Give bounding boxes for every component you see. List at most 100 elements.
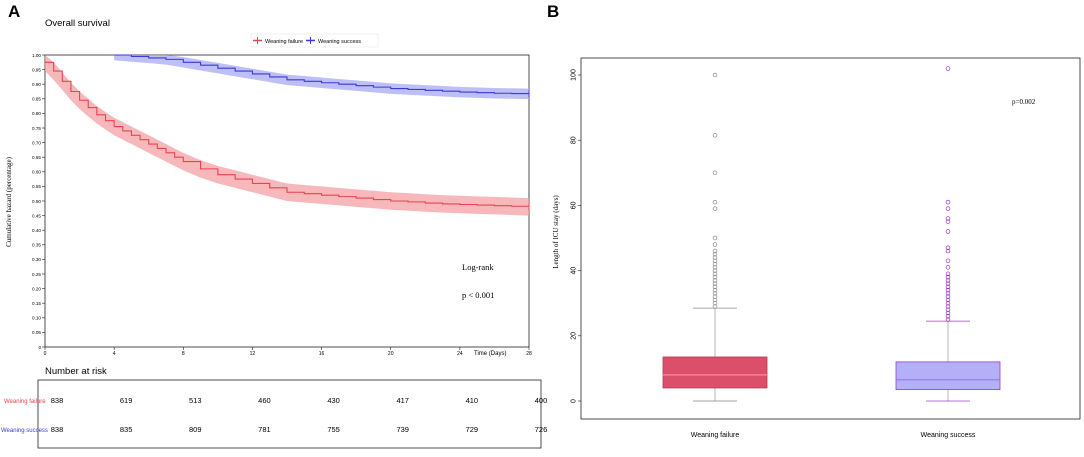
boxplot-outlier-failure: [712, 206, 718, 211]
boxplot-outlier-failure: [712, 284, 718, 290]
boxplot-y-tick-label: 40: [571, 267, 578, 275]
risk-table-cell: 417: [396, 396, 409, 405]
survival-x-tick-label: 12: [250, 351, 256, 357]
boxplot-outlier-failure: [712, 304, 718, 309]
survival-y-tick-label: 0.50: [32, 199, 41, 204]
risk-table-cell: 809: [189, 425, 202, 434]
boxplot-box-success: [895, 361, 1001, 390]
boxplot-outlier-success: [945, 245, 951, 251]
survival-x-tick-label: 0: [44, 351, 47, 357]
risk-table-cell: 739: [396, 425, 409, 434]
survival-y-tick-label: 1.00: [32, 53, 41, 58]
survival-curve-success: [114, 54, 530, 95]
boxplot-outlier-failure: [712, 297, 718, 303]
legend-label-success: Weaning success: [318, 39, 361, 45]
survival-y-tick-label: 0.90: [32, 82, 41, 87]
risk-table-cell: 430: [327, 396, 340, 405]
survival-x-tick-label: 8: [182, 351, 185, 357]
boxplot-outlier-failure: [712, 281, 718, 286]
survival-y-tick-label: 0.40: [32, 228, 41, 233]
boxplot-outlier-success: [945, 317, 951, 322]
boxplot-outlier-failure: [712, 258, 718, 264]
survival-y-tick-label: 0.60: [32, 170, 41, 175]
survival-y-tick-label: 0.45: [32, 213, 41, 218]
boxplot-y-tick-label: 60: [571, 201, 578, 209]
boxplot-outlier-success: [945, 287, 951, 293]
boxplot-outlier-failure: [712, 265, 718, 270]
survival-y-tick-label: 0: [38, 345, 41, 350]
risk-row-label-failure: Weaning failure: [4, 399, 46, 405]
boxplot-outlier-failure: [712, 242, 718, 247]
survival-ci-band-failure: [45, 55, 529, 216]
boxplot-outlier-success: [945, 265, 951, 270]
logrank-label: Log-rank: [462, 262, 494, 272]
survival-legend: Weaning failure Weaning success: [250, 33, 379, 48]
risk-table-cell: 410: [466, 396, 479, 405]
survival-y-tick-label: 0.75: [32, 126, 41, 131]
survival-x-tick-label: 4: [113, 351, 116, 357]
survival-chart-title: Overall survival: [45, 18, 110, 29]
boxplot-outlier-failure: [712, 248, 718, 254]
boxplot-outlier-success: [945, 199, 951, 205]
boxplot-frame: [580, 57, 1081, 420]
survival-y-axis-label: Cumulative hazard (percentage): [5, 156, 13, 246]
survival-y-tick-label: 0.20: [32, 286, 41, 291]
boxplot-outlier-success: [945, 229, 951, 234]
survival-y-tick-label: 0.85: [32, 97, 41, 102]
risk-table-cell: 513: [189, 396, 202, 405]
risk-table-cell: 619: [120, 396, 133, 405]
boxplot-outlier-success: [945, 66, 951, 71]
boxplot-outlier-failure: [712, 278, 718, 283]
panel-a-label: A: [8, 2, 20, 21]
boxplot-outlier-failure: [712, 72, 718, 78]
boxplot-outlier-failure: [712, 287, 718, 293]
survival-y-tick-label: 0.80: [32, 111, 41, 116]
logrank-p-value: p < 0.001: [462, 290, 494, 300]
risk-row-label-success: Weaning success: [1, 428, 48, 434]
risk-table-frame: [37, 379, 542, 449]
boxplot-outlier-success: [945, 258, 951, 264]
boxplot-boxes: [662, 66, 1001, 402]
boxplot-outlier-failure: [712, 255, 718, 260]
boxplot-outlier-failure: [712, 235, 718, 241]
boxplot-outlier-success: [945, 284, 951, 290]
boxplot-outlier-failure: [712, 300, 718, 306]
boxplot-outlier-failure: [712, 252, 718, 257]
survival-x-tick-label: 28: [526, 351, 532, 357]
risk-table-cell: 838: [51, 396, 64, 405]
survival-y-tick-label: 0.15: [32, 301, 41, 306]
boxplot-y-tick-label: 80: [571, 136, 578, 144]
boxplot-outlier-failure: [712, 294, 718, 299]
boxplot-outlier-failure: [712, 170, 718, 176]
survival-x-tick-label: 16: [319, 351, 325, 357]
boxplot-outlier-failure: [712, 271, 718, 277]
survival-y-tick-label: 0.05: [32, 330, 41, 335]
survival-x-tick-label: 24: [457, 351, 463, 357]
risk-table-cell: 726: [535, 425, 548, 434]
legend-label-failure: Weaning failure: [265, 39, 303, 45]
boxplot-outlier-success: [945, 307, 951, 312]
boxplot-category-failure: Weaning failure: [691, 432, 740, 439]
boxplot-outlier-success: [945, 300, 951, 306]
survival-x-tick-label: 20: [388, 351, 394, 357]
boxplot-p-value: p=0.002: [1012, 98, 1036, 106]
boxplot-outlier-success: [945, 281, 951, 286]
boxplot-outlier-success: [945, 216, 951, 221]
survival-x-axis-label: Time (Days): [474, 351, 506, 357]
risk-table-cell: 729: [466, 425, 479, 434]
boxplot-outlier-success: [945, 304, 951, 309]
survival-y-tick-label: 0.55: [32, 184, 41, 189]
boxplot-outlier-failure: [712, 199, 718, 205]
survival-y-axis: 0 0.05 0.10 0.15 0.20 0.25 0.30 0.35 0.40 0.45 0.5…: [32, 53, 45, 350]
survival-y-tick-label: 0.65: [32, 155, 41, 160]
boxplot-y-axis-label: Length of ICU stay (days): [552, 195, 560, 269]
survival-y-tick-label: 0.70: [32, 140, 41, 145]
risk-table-cell: 400: [535, 396, 548, 405]
boxplot-outlier-success: [945, 291, 951, 296]
boxplot-y-tick-label: 100: [571, 69, 578, 81]
risk-table-values: 838 619 513 460 430 417 410 400 838 835 809 781 755 7…: [51, 396, 548, 434]
boxplot-outlier-success: [945, 294, 951, 299]
boxplot-outlier-failure: [712, 291, 718, 296]
boxplot-outlier-success: [945, 248, 951, 254]
